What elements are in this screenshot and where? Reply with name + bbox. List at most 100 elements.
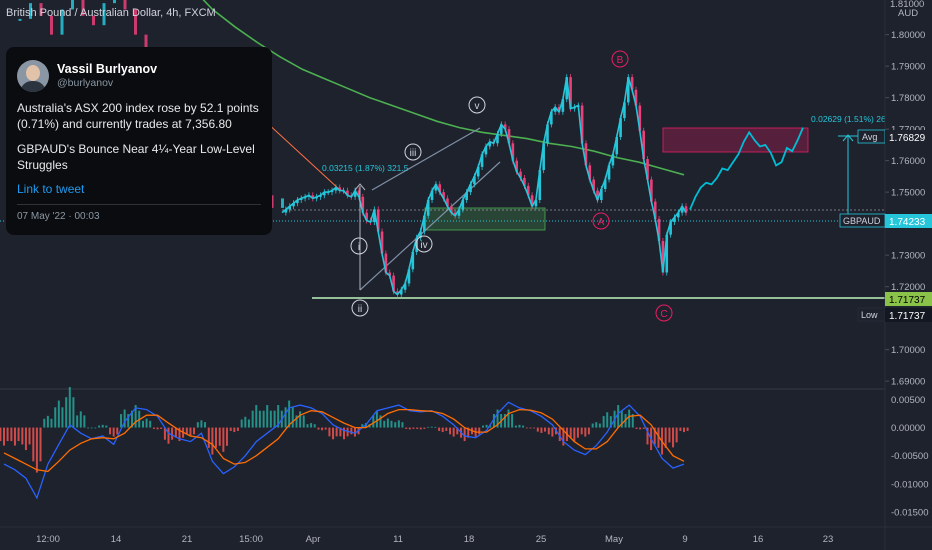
macd-histogram-bar bbox=[54, 407, 57, 428]
macd-histogram-bar bbox=[83, 415, 86, 428]
time-axis[interactable]: 12:00 14 21 15:00 Apr 11 18 25 May 9 16 23 bbox=[36, 534, 833, 545]
macd-histogram-bar bbox=[65, 397, 68, 428]
macd-histogram-bar bbox=[10, 427, 13, 442]
candle-body bbox=[113, 0, 116, 4]
time-tick-label: 16 bbox=[753, 534, 764, 545]
macd-histogram-bar bbox=[255, 405, 258, 428]
current-value-text: 1.74233 bbox=[889, 217, 926, 228]
price-tick-top-partial: 1.81000 bbox=[890, 0, 924, 10]
candle-body bbox=[423, 215, 426, 232]
macd-histogram-bar bbox=[518, 424, 521, 428]
macd-histogram-bar bbox=[551, 427, 554, 437]
price-tick-label: 1.79000 bbox=[891, 62, 925, 73]
support-price-tag[interactable]: 1.71737 bbox=[885, 292, 932, 306]
tweet-header: Vassil Burlyanov @burlyanov bbox=[17, 58, 261, 94]
candle-body bbox=[603, 179, 607, 189]
macd-histogram-bar bbox=[24, 427, 27, 451]
macd-histogram-bar bbox=[343, 427, 345, 440]
wave-label-i-text: i bbox=[358, 242, 360, 253]
avg-price-tag[interactable]: Avg 1.76829 bbox=[857, 129, 932, 144]
candle-body bbox=[511, 143, 515, 161]
support-value-box bbox=[885, 292, 932, 306]
candle-body bbox=[384, 253, 388, 273]
macd-histogram-bar bbox=[631, 414, 634, 428]
macd-histogram-bar bbox=[266, 405, 269, 428]
current-price-tag[interactable]: GBPAUD 1.74233 bbox=[839, 213, 932, 228]
candle-body bbox=[399, 289, 403, 295]
avatar[interactable] bbox=[17, 60, 49, 92]
tweet-text-1: Australia's ASX 200 index rose by 52.1 p… bbox=[17, 101, 259, 131]
current-label-text: GBPAUD bbox=[843, 216, 881, 226]
wave-label-ii: ii bbox=[351, 299, 369, 317]
macd-histogram-bar bbox=[449, 427, 452, 435]
tweet-divider bbox=[17, 204, 261, 205]
candle-body bbox=[469, 184, 472, 193]
macd-histogram-bar bbox=[120, 414, 123, 428]
macd-histogram-bar bbox=[576, 427, 579, 438]
macd-histogram-bar bbox=[306, 424, 309, 428]
macd-histogram-bar bbox=[657, 427, 660, 448]
macd-histogram-bar bbox=[511, 414, 514, 428]
price-tick-label: 1.75000 bbox=[891, 188, 925, 199]
macd-histogram-bar bbox=[463, 427, 466, 442]
candle-body bbox=[584, 143, 588, 166]
macd-histogram-bar bbox=[664, 427, 667, 448]
channel-line-upper bbox=[371, 127, 481, 191]
macd-histogram-bar bbox=[193, 427, 196, 435]
low-label-text: Low bbox=[861, 310, 878, 320]
macd-histogram-bar bbox=[375, 411, 378, 428]
macd-histogram-bar bbox=[401, 422, 404, 428]
macd-histogram-bar bbox=[76, 415, 79, 428]
macd-axis[interactable]: 0.00500 0.00000 -0.00500 -0.01000 -0.01500 bbox=[891, 395, 929, 519]
macd-histogram-bar bbox=[485, 424, 488, 428]
macd-histogram-bar bbox=[679, 427, 682, 431]
macd-histogram-bar bbox=[492, 414, 495, 428]
macd-histogram-bar bbox=[277, 405, 280, 428]
wave-label-iii-text: iii bbox=[410, 148, 417, 159]
macd-histogram-bar bbox=[196, 422, 199, 428]
tweet-link[interactable]: Link to tweet bbox=[17, 182, 85, 196]
measure-arrow-head-projection bbox=[842, 134, 854, 142]
macd-histogram-bar bbox=[445, 427, 448, 431]
candle-body bbox=[673, 217, 676, 223]
tweet-author-name[interactable]: Vassil Burlyanov bbox=[57, 62, 158, 76]
candle-body bbox=[507, 129, 511, 144]
macd-histogram-bar bbox=[580, 427, 583, 435]
candle-body bbox=[619, 118, 622, 138]
candle-body bbox=[373, 209, 376, 223]
macd-histogram-bar bbox=[639, 427, 642, 430]
low-price-tag[interactable]: Low 1.71737 bbox=[857, 307, 932, 322]
candle-body bbox=[638, 105, 642, 131]
macd-histogram-bar bbox=[514, 425, 517, 428]
currency-label: AUD bbox=[898, 8, 918, 19]
target-zone bbox=[662, 127, 809, 153]
macd-histogram-bar bbox=[408, 427, 411, 430]
tweet-card[interactable]: Vassil Burlyanov @burlyanov Australia's … bbox=[6, 47, 272, 235]
macd-histogram-bar bbox=[419, 427, 422, 430]
macd-histogram-bar bbox=[222, 427, 225, 452]
tweet-author-handle[interactable]: @burlyanov bbox=[57, 77, 114, 89]
macd-histogram-bar bbox=[0, 427, 2, 442]
candle-body bbox=[403, 283, 407, 290]
candle-body bbox=[60, 9, 64, 35]
macd-histogram-bar bbox=[87, 427, 90, 429]
macd-histogram-bar bbox=[233, 427, 236, 433]
candle-body bbox=[461, 200, 465, 210]
projection-measure-label: 0.02629 (1.51%) 26 bbox=[811, 114, 886, 124]
candle-body bbox=[626, 77, 630, 103]
candle-body bbox=[438, 184, 442, 193]
macd-histogram-bar bbox=[189, 427, 192, 437]
wave-measure-label: 0.03215 (1.87%) 321.5 bbox=[322, 163, 409, 173]
macd-histogram-bar bbox=[587, 427, 590, 435]
macd-histogram-bar bbox=[562, 427, 565, 446]
macd-histogram-bar bbox=[668, 427, 671, 443]
candle-body bbox=[81, 0, 85, 16]
candle-body bbox=[292, 203, 295, 207]
candle-body bbox=[338, 187, 342, 191]
avg-value-box bbox=[885, 130, 932, 144]
candles bbox=[18, 0, 688, 298]
candle-body bbox=[323, 192, 326, 196]
macd-histogram-bar bbox=[335, 427, 338, 437]
macd-histogram-bar bbox=[397, 420, 400, 428]
candle-body bbox=[523, 177, 526, 186]
